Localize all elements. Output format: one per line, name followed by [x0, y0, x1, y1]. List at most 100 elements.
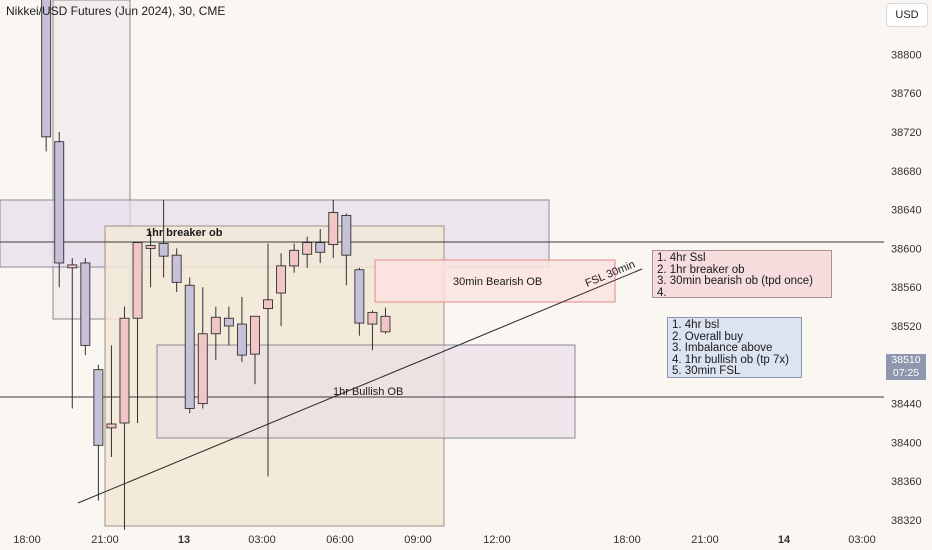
bar-countdown: 07:25	[892, 367, 920, 379]
x-tick-label: 03:00	[848, 534, 876, 546]
candle-body	[380, 315, 391, 333]
y-tick-label: 38600	[891, 243, 922, 255]
candle-body	[328, 212, 339, 245]
note-line: 3. 30min bearish ob (tpd once)	[657, 275, 813, 287]
candle[interactable]	[289, 243, 300, 273]
candle-body	[367, 311, 378, 325]
candle[interactable]	[119, 306, 130, 530]
candle-body	[263, 299, 273, 309]
candle[interactable]	[380, 307, 391, 334]
candle[interactable]	[145, 230, 156, 288]
note-line: 5. 30min FSL	[672, 365, 741, 377]
candle-body	[341, 214, 352, 256]
note-line: 3. Imbalance above	[672, 342, 773, 354]
candle-body	[119, 317, 130, 424]
y-tick-label: 38400	[891, 437, 922, 449]
x-tick-label: 18:00	[613, 534, 641, 546]
candle[interactable]	[236, 296, 247, 362]
candle-body	[132, 242, 143, 319]
candles	[41, 0, 391, 530]
bullish-ob-label: 1hr Bullish OB	[333, 386, 404, 398]
x-tick-label: 18:00	[13, 534, 41, 546]
candle[interactable]	[210, 306, 221, 360]
candle[interactable]	[106, 345, 117, 457]
candle-body	[354, 269, 365, 324]
candle[interactable]	[67, 258, 78, 409]
candle-body	[93, 369, 104, 446]
bearish-ob-zone	[374, 259, 616, 303]
candle-body	[158, 243, 169, 257]
candle-body	[184, 284, 195, 409]
last-price: 38510	[891, 354, 921, 366]
y-tick-label: 38680	[891, 166, 922, 178]
candle-body	[197, 333, 208, 405]
candle-body	[236, 323, 247, 356]
candle[interactable]	[223, 306, 234, 346]
currency-button[interactable]: USD	[886, 3, 928, 27]
candle[interactable]	[341, 213, 352, 286]
candle[interactable]	[354, 267, 365, 336]
breaker-label: 1hr breaker ob	[146, 227, 223, 239]
candle-body	[67, 264, 78, 269]
x-axis: 18:00 21:00 13 03:00 06:00 09:00 12:00 18:00 21:…	[13, 534, 876, 546]
candle[interactable]	[315, 229, 326, 263]
candle[interactable]	[263, 243, 273, 477]
y-tick-label: 38720	[891, 127, 922, 139]
candle-body	[276, 265, 287, 294]
candle[interactable]	[54, 132, 65, 288]
sell-checklist-note[interactable]: 1. 4hr Ssl 2. 1hr breaker ob 3. 30min be…	[652, 250, 832, 298]
candle[interactable]	[367, 310, 378, 351]
y-axis: 3832038360384003844038480385203856038600…	[891, 11, 922, 527]
candle[interactable]	[171, 248, 182, 293]
y-tick-label: 38800	[891, 49, 922, 61]
candle[interactable]	[302, 236, 313, 268]
x-tick-label: 21:00	[691, 534, 719, 546]
x-tick-label: 14	[778, 534, 791, 546]
candle[interactable]	[276, 253, 287, 326]
x-tick-label: 06:00	[326, 534, 354, 546]
symbol-title: Nikkei/USD Futures (Jun 2024), 30, CME	[6, 4, 226, 18]
candle[interactable]	[132, 242, 143, 423]
candle[interactable]	[250, 315, 260, 385]
candle[interactable]	[158, 199, 169, 278]
buy-checklist-note[interactable]: 1. 4hr bsl 2. Overall buy 3. Imbalance a…	[667, 317, 802, 378]
candle[interactable]	[93, 364, 104, 501]
candle-body	[289, 249, 300, 267]
candle-body	[106, 423, 117, 429]
y-tick-label: 38760	[891, 88, 922, 100]
bearish-ob-label: 30min Bearish OB	[453, 276, 543, 288]
candle[interactable]	[328, 199, 339, 259]
candle[interactable]	[80, 258, 91, 356]
candle[interactable]	[184, 277, 195, 414]
note-line: 2. Overall buy	[672, 330, 743, 343]
x-tick-label: 21:00	[91, 534, 119, 546]
candle-body	[302, 242, 313, 255]
candle-body	[54, 141, 65, 264]
x-tick-label: 13	[178, 534, 190, 546]
note-line: 1. 4hr bsl	[672, 319, 720, 331]
y-tick-label: 38520	[891, 321, 922, 333]
fsl-trendline[interactable]	[77, 268, 643, 504]
candle-body	[315, 242, 326, 253]
x-tick-label: 12:00	[483, 534, 511, 546]
candle-body	[210, 316, 221, 335]
y-tick-label: 38440	[891, 399, 922, 411]
y-tick-label: 38560	[891, 282, 922, 294]
y-tick-label: 38360	[891, 476, 922, 488]
candle[interactable]	[41, 0, 52, 152]
note-line: 4.	[657, 286, 667, 299]
candle-body	[80, 262, 91, 346]
note-line: 2. 1hr breaker ob	[657, 263, 745, 276]
candle-body	[145, 245, 156, 249]
candle-body	[171, 254, 182, 283]
last-price-tag: 38510 07:25	[886, 354, 926, 380]
candle[interactable]	[197, 287, 208, 409]
candle-body	[41, 0, 52, 138]
y-tick-label: 38640	[891, 205, 922, 217]
candle-body	[250, 315, 260, 355]
note-line: 1. 4hr Ssl	[657, 252, 706, 264]
y-tick-label: 38320	[891, 515, 922, 527]
x-tick-label: 09:00	[404, 534, 432, 546]
